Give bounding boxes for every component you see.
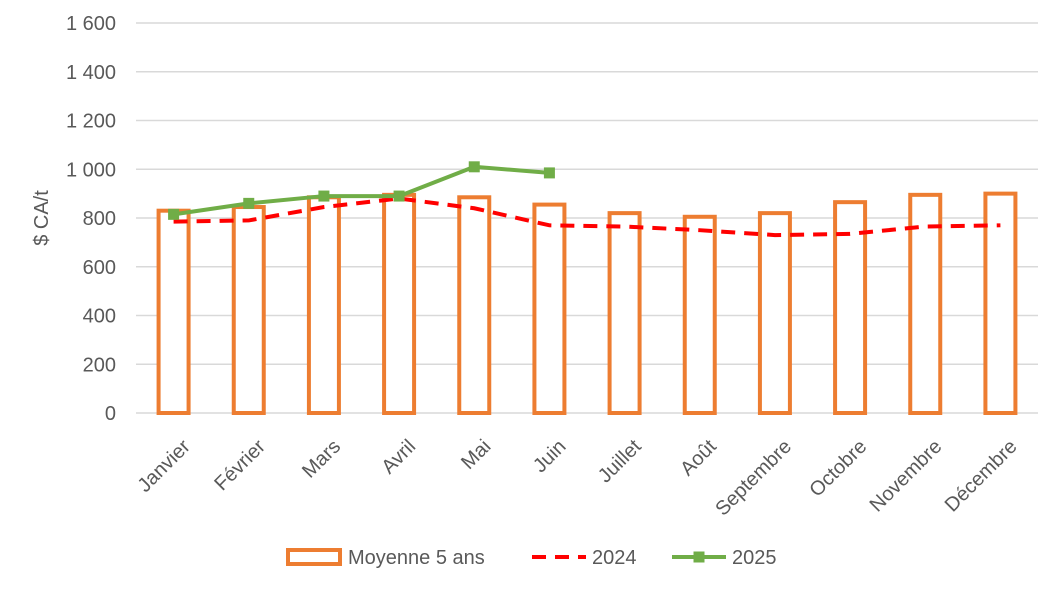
point-2025 — [543, 167, 555, 179]
bar — [682, 214, 717, 415]
bar-series — [156, 191, 1018, 415]
x-tick-label: Mai — [457, 436, 495, 474]
bar — [156, 208, 191, 415]
x-tick-label: Juin — [529, 436, 571, 478]
line-series — [168, 161, 1001, 238]
bar — [607, 211, 642, 415]
x-tick-label: Janvier — [134, 435, 195, 496]
y-tick-label: 1 600 — [66, 13, 116, 35]
x-tick-label: Avril — [377, 436, 420, 479]
y-axis-title: $ CA/t — [31, 190, 53, 246]
y-tick-label: 600 — [83, 257, 116, 279]
y-tick-label: 1 400 — [66, 62, 116, 84]
point-2025 — [393, 190, 405, 202]
point-2025 — [243, 197, 255, 209]
legend-marker-2025 — [693, 551, 705, 563]
x-tick-label: Août — [676, 435, 721, 480]
y-tick-label: 200 — [83, 354, 116, 376]
bar — [382, 192, 417, 415]
bar — [532, 202, 567, 415]
point-2025 — [318, 190, 330, 202]
x-tick-label: Février — [210, 435, 270, 495]
bar — [983, 191, 1018, 415]
x-tick-label: Novembre — [866, 436, 947, 517]
x-tick-label: Juillet — [594, 435, 646, 487]
bar — [833, 200, 868, 415]
x-axis-ticks: Janvier Février Mars Avril Mai Juin Juillet Aoû… — [134, 435, 1022, 520]
grid — [136, 22, 1038, 414]
bar — [457, 195, 492, 415]
bar — [908, 192, 943, 415]
point-2025 — [168, 208, 180, 220]
bar — [306, 195, 341, 415]
series-line-2025 — [173, 164, 550, 217]
point-2025 — [468, 161, 480, 173]
x-tick-label: Décembre — [941, 436, 1022, 517]
x-tick-label: Octobre — [805, 436, 871, 502]
y-tick-label: 0 — [105, 403, 116, 425]
legend-label: 2024 — [592, 547, 637, 569]
y-tick-label: 1 200 — [66, 111, 116, 133]
x-tick-label: Septembre — [711, 436, 796, 521]
x-tick-label: Mars — [298, 436, 345, 483]
bar — [231, 205, 266, 415]
legend-label: 2025 — [732, 547, 777, 569]
bar — [757, 211, 792, 415]
y-tick-label: 800 — [83, 208, 116, 230]
series-line-2024 — [173, 196, 1001, 238]
y-axis-ticks: 0 200 400 600 800 1 000 1 200 1 400 1 600 — [66, 13, 116, 425]
y-tick-label: 1 000 — [66, 159, 116, 181]
legend: Moyenne 5 ans 2024 2025 — [286, 547, 777, 569]
legend-label: Moyenne 5 ans — [348, 547, 485, 569]
y-tick-label: 400 — [83, 306, 116, 328]
legend-swatch-bar — [286, 548, 342, 566]
